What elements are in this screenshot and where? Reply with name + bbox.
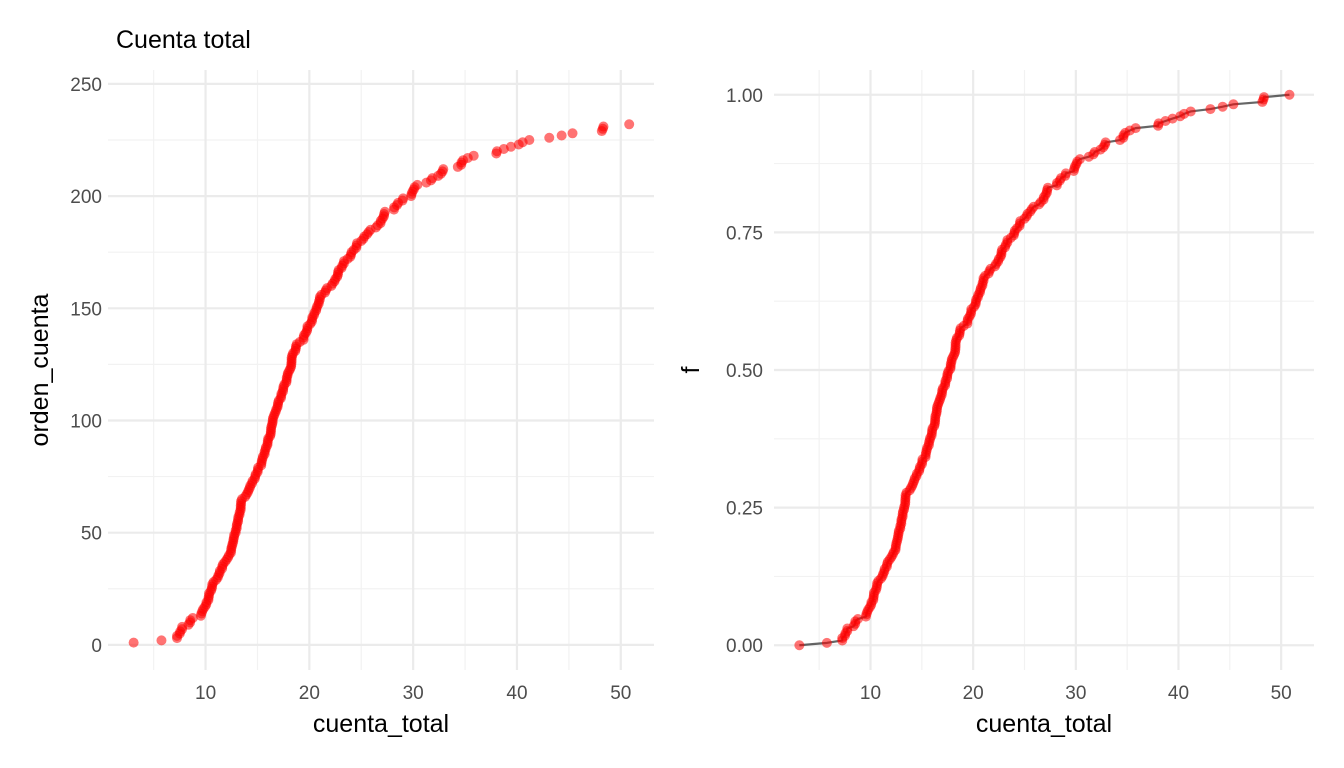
data-point <box>187 612 198 623</box>
y-tick-label: 0.00 <box>726 636 763 657</box>
y-tick-label: 0.25 <box>726 499 763 520</box>
data-point <box>1130 123 1141 134</box>
data-point <box>128 637 139 648</box>
data-point <box>598 121 609 132</box>
panel-left: 10 20 30 40 50 0 50 100 150 200 250 <box>70 70 654 704</box>
data-point <box>567 128 578 139</box>
x-tick-label: 50 <box>610 683 631 704</box>
data-point <box>1167 113 1178 124</box>
plot-title: Cuenta total <box>116 26 251 54</box>
y-tick-label: 50 <box>81 524 102 545</box>
x-tick-label: 10 <box>195 683 216 704</box>
x-tick-label: 50 <box>1271 683 1292 704</box>
x-tick-label: 20 <box>299 683 320 704</box>
y-axis-title-left: orden_cuenta <box>26 293 54 446</box>
data-point <box>1228 99 1239 110</box>
data-point <box>852 614 863 625</box>
y-tick-label: 0 <box>91 636 102 657</box>
y-tick-label: 1.00 <box>726 86 763 107</box>
data-point <box>556 130 567 141</box>
x-axis-title-right: cuenta_total <box>976 710 1112 738</box>
data-point <box>544 132 555 143</box>
data-point <box>1205 104 1216 115</box>
data-point <box>156 635 167 646</box>
data-point <box>1074 154 1085 165</box>
data-point <box>1185 106 1196 117</box>
x-tick-label: 30 <box>403 683 424 704</box>
x-tick-label: 30 <box>1065 683 1086 704</box>
y-tick-label: 0.50 <box>726 361 763 382</box>
data-point <box>1060 168 1071 179</box>
data-point <box>1259 92 1269 103</box>
data-point <box>821 637 832 648</box>
data-point <box>505 141 516 152</box>
data-point <box>524 135 535 146</box>
y-tick-label: 250 <box>70 75 102 96</box>
panel-right: 10 20 30 40 50 0.00 0.25 0.50 0.75 1.00 <box>726 70 1314 704</box>
x-tick-label: 10 <box>860 683 881 704</box>
y-tick-label: 150 <box>70 299 102 320</box>
y-tick-label: 200 <box>70 187 102 208</box>
data-point <box>1217 101 1228 112</box>
data-point <box>1100 137 1111 148</box>
data-point <box>624 119 635 130</box>
y-tick-label: 0.75 <box>726 223 763 244</box>
x-tick-label: 20 <box>963 683 984 704</box>
data-point <box>794 640 805 651</box>
data-point <box>379 206 390 217</box>
x-axis-title-left: cuenta_total <box>313 710 449 738</box>
data-point <box>468 150 479 161</box>
data-point <box>1284 89 1295 100</box>
x-tick-label: 40 <box>506 683 527 704</box>
data-point <box>438 164 449 175</box>
x-tick-label: 40 <box>1168 683 1189 704</box>
data-point <box>412 179 423 190</box>
y-tick-label: 100 <box>70 411 102 432</box>
data-point <box>1042 182 1053 193</box>
y-axis-title-right: f <box>677 366 705 373</box>
data-point <box>398 193 409 204</box>
